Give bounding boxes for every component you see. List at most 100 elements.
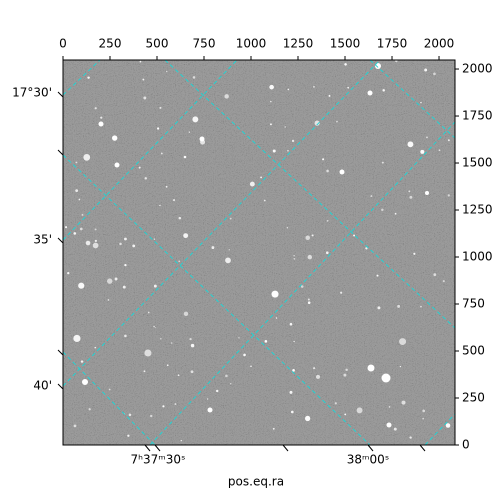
star	[124, 263, 127, 267]
star	[272, 427, 275, 430]
star	[344, 63, 347, 66]
star	[190, 370, 194, 374]
star	[83, 153, 91, 161]
ra-tick-label: 7ʰ37ᵐ30ˢ	[131, 453, 186, 467]
star	[183, 155, 187, 159]
star	[271, 290, 279, 298]
star	[343, 373, 347, 377]
star	[340, 291, 343, 294]
star	[305, 235, 310, 241]
x-tick-label: 500	[146, 37, 169, 51]
star	[65, 226, 68, 229]
star	[92, 242, 99, 249]
grid-line	[369, 60, 455, 139]
star	[307, 254, 313, 260]
star	[326, 251, 329, 254]
star	[420, 149, 425, 154]
star	[420, 305, 422, 308]
star	[160, 338, 162, 340]
star	[287, 88, 290, 91]
star	[291, 139, 295, 143]
star	[289, 390, 293, 394]
star	[401, 400, 406, 405]
star	[286, 226, 289, 229]
star	[347, 86, 349, 89]
star	[73, 232, 77, 235]
x-tick-label: 2000	[424, 37, 455, 51]
star	[388, 406, 391, 408]
star	[399, 366, 402, 368]
star	[399, 338, 407, 346]
star	[382, 89, 385, 92]
star	[230, 383, 232, 385]
x-tick-label: 1250	[283, 37, 314, 51]
star	[291, 410, 294, 414]
star	[138, 166, 141, 169]
star	[314, 120, 320, 126]
star	[73, 424, 77, 428]
bright-star	[207, 407, 213, 413]
star	[85, 240, 91, 246]
star	[224, 94, 229, 99]
star	[225, 374, 228, 378]
bright-star	[367, 90, 373, 96]
grid-line	[424, 413, 455, 445]
star	[183, 233, 189, 239]
star	[381, 161, 384, 164]
star	[94, 239, 97, 242]
star	[289, 322, 293, 326]
dec-tick-label: 40'	[33, 379, 52, 393]
dec-tick	[57, 149, 64, 156]
y-tick-label: 1500	[462, 156, 493, 170]
star	[192, 76, 196, 79]
star	[315, 374, 321, 379]
star	[365, 247, 368, 250]
star	[356, 407, 363, 414]
star	[114, 277, 118, 281]
star	[433, 273, 437, 277]
y-tick-label: 1250	[462, 203, 493, 217]
star	[263, 199, 266, 202]
star	[328, 94, 331, 97]
star	[174, 403, 177, 405]
world-ticks	[57, 91, 426, 452]
x-axis-label: pos.eq.ra	[228, 475, 284, 489]
star	[67, 271, 70, 275]
star	[94, 107, 97, 110]
x-tick-label: 0	[59, 37, 67, 51]
star	[307, 301, 311, 304]
bright-star	[98, 121, 104, 127]
bright-star	[82, 379, 88, 385]
star	[445, 423, 451, 428]
star	[260, 176, 262, 179]
star	[124, 237, 127, 241]
y-tick-label: 500	[462, 344, 485, 358]
star	[75, 189, 79, 193]
star	[165, 185, 168, 188]
star	[269, 84, 274, 90]
star	[409, 436, 412, 439]
star	[407, 141, 414, 148]
star	[159, 204, 161, 207]
star	[238, 337, 240, 339]
x-tick-label: 750	[193, 37, 216, 51]
y-tick-label: 1000	[462, 250, 493, 264]
star	[420, 101, 422, 104]
star	[370, 195, 373, 198]
star	[94, 228, 97, 231]
star	[447, 139, 450, 142]
star	[189, 337, 192, 341]
star	[127, 434, 130, 437]
star	[377, 306, 381, 310]
star	[395, 60, 398, 63]
star	[112, 135, 118, 141]
dec-tick	[57, 237, 64, 244]
y-tick-label: 750	[462, 297, 485, 311]
star	[166, 364, 169, 366]
star	[153, 325, 155, 328]
star	[79, 227, 83, 231]
star	[119, 242, 122, 246]
bright-star	[114, 162, 120, 168]
star	[124, 334, 127, 338]
